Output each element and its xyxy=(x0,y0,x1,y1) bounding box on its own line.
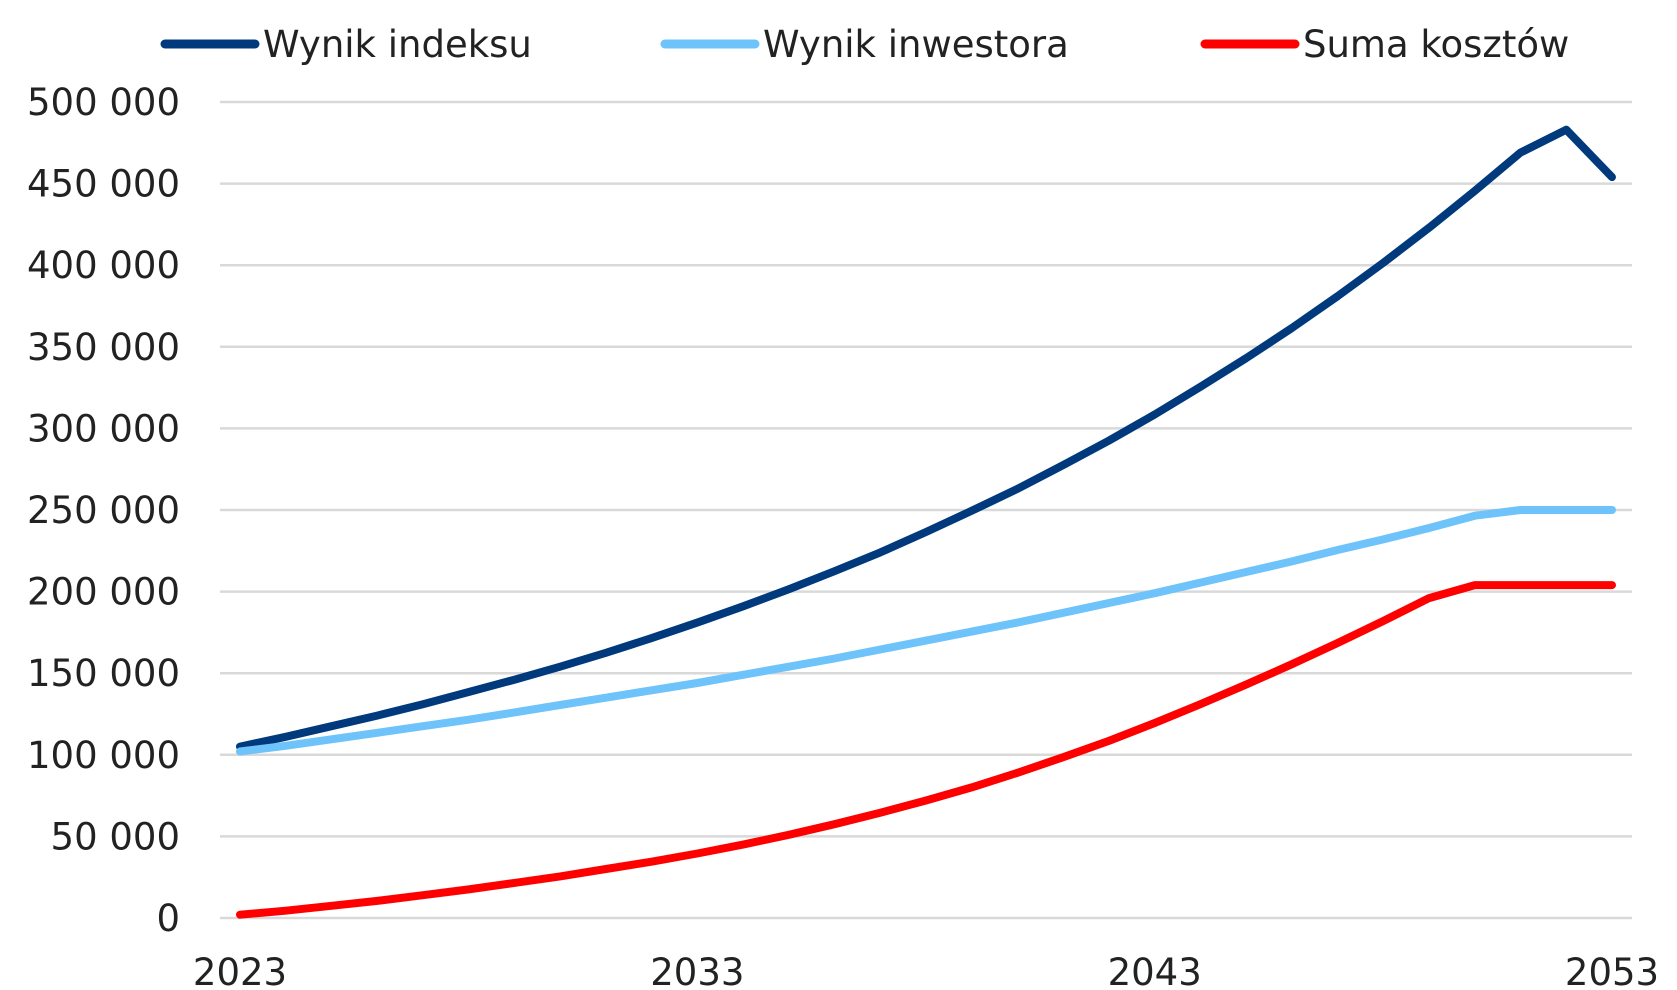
y-tick-label: 500 000 xyxy=(27,81,180,124)
legend-label: Wynik inwestora xyxy=(763,23,1069,66)
series-line-wynik-indeksu xyxy=(236,125,1616,751)
series-line-suma-koszt-w xyxy=(236,581,1616,919)
y-tick-label: 250 000 xyxy=(27,489,180,532)
x-tick-label: 2053 xyxy=(1565,951,1659,990)
y-tick-label: 450 000 xyxy=(27,163,180,206)
legend: Wynik indeksu Wynik inwestora Suma kosztów xyxy=(160,23,1569,66)
y-tick-label: 100 000 xyxy=(27,734,180,777)
legend-label: Suma kosztów xyxy=(1303,23,1569,66)
gridlines xyxy=(220,100,1632,920)
x-tick-label: 2033 xyxy=(650,951,744,990)
x-tick-label: 2023 xyxy=(193,951,287,990)
x-axis-tick-labels: 2023 2033 2043 2053 xyxy=(193,951,1659,990)
y-tick-label: 350 000 xyxy=(27,326,180,369)
y-axis-tick-labels: 0 50 000 100 000 150 000 200 000 250 000 300 0… xyxy=(27,81,180,940)
x-tick-label: 2043 xyxy=(1108,951,1202,990)
y-tick-label: 300 000 xyxy=(27,407,180,450)
y-tick-label: 0 xyxy=(156,897,180,940)
legend-label: Wynik indeksu xyxy=(263,23,532,66)
y-tick-label: 50 000 xyxy=(51,815,180,858)
y-tick-label: 200 000 xyxy=(27,571,180,614)
series-line-wynik-inwestora xyxy=(236,506,1616,756)
y-tick-label: 400 000 xyxy=(27,244,180,287)
series-lines xyxy=(236,125,1616,919)
y-tick-label: 150 000 xyxy=(27,652,180,695)
